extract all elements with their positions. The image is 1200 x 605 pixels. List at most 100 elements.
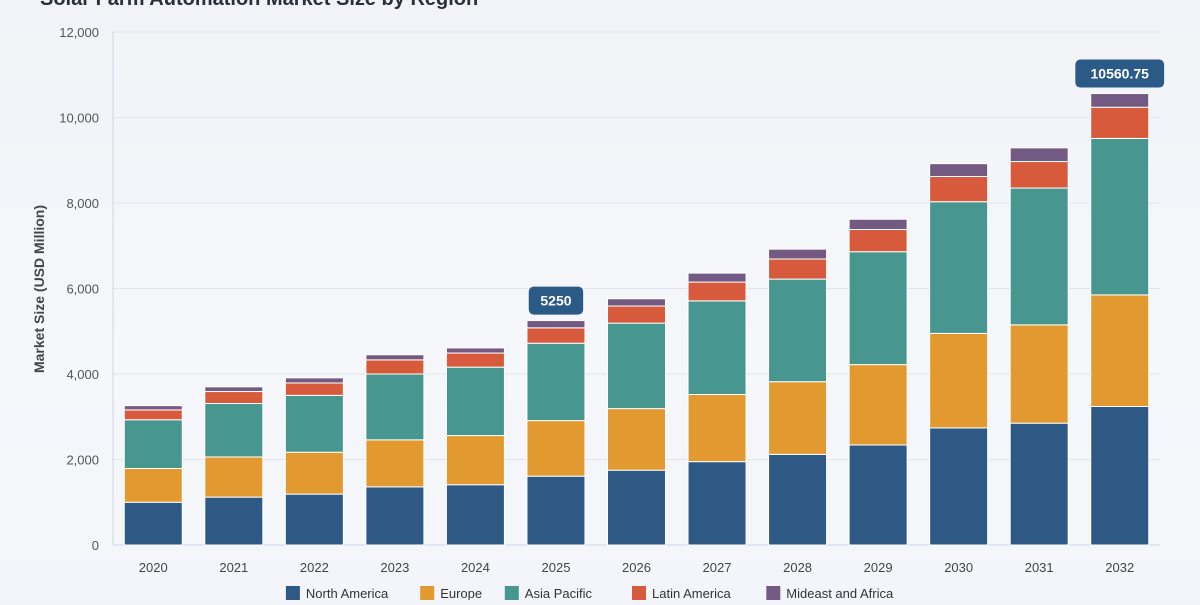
bar-segment-asia-pacific-2031 xyxy=(1009,187,1069,326)
x-tick-label: 2028 xyxy=(783,560,812,575)
bar-segment-north-america-2022 xyxy=(284,493,344,546)
x-tick-label: 2032 xyxy=(1105,560,1134,575)
x-tick-label: 2022 xyxy=(300,560,329,575)
bar-segment-north-america-2021 xyxy=(204,496,264,546)
bar-segment-north-america-2030 xyxy=(929,427,989,546)
annotation-box xyxy=(528,286,584,315)
bar-segment-latin-america-2031 xyxy=(1009,161,1069,189)
x-tick-label: 2023 xyxy=(380,560,409,575)
legend-item-north-america: North America xyxy=(285,586,389,601)
bar-segment-latin-america-2020 xyxy=(123,409,183,421)
bar-segment-north-america-2020 xyxy=(123,501,183,546)
annotation-callout: 10560.75 xyxy=(1075,59,1165,88)
bar-segment-north-america-2027 xyxy=(687,461,747,546)
x-tick-label: 2031 xyxy=(1025,560,1054,575)
x-tick-label: 2020 xyxy=(139,560,168,575)
x-tick-label: 2030 xyxy=(944,560,973,575)
bar-segment-latin-america-2030 xyxy=(929,175,989,203)
bar-segment-europe-2030 xyxy=(929,332,989,429)
legend-item-europe: Europe xyxy=(420,586,482,601)
bar-segment-europe-2029 xyxy=(848,364,908,446)
legend-swatch xyxy=(632,586,646,600)
annotation-callout: 5250 xyxy=(528,286,584,315)
bar-segment-asia-pacific-2022 xyxy=(284,394,344,453)
bar-segment-asia-pacific-2032 xyxy=(1090,137,1150,296)
bar-segment-mideast-and-africa-2028 xyxy=(768,248,828,260)
x-tick-labels: 2020 2021 2022 2023 2024 2025 2026 2027 2028 2029… xyxy=(139,560,1134,575)
legend-swatch xyxy=(504,586,519,600)
bar-segment-mideast-and-africa-2027 xyxy=(687,272,747,283)
bar-segment-europe-2032 xyxy=(1090,294,1150,407)
bar-segment-latin-america-2022 xyxy=(284,382,344,396)
legend-label: Europe xyxy=(440,586,482,600)
y-tick-label: 4,000 xyxy=(66,367,99,382)
bar-segment-asia-pacific-2028 xyxy=(768,278,828,383)
annotation-box xyxy=(1075,59,1165,88)
bar-segment-latin-america-2026 xyxy=(607,305,666,324)
bar-segment-europe-2028 xyxy=(768,381,828,455)
legend-swatch xyxy=(285,586,300,600)
legend-label: North America xyxy=(306,586,389,600)
legend-item-asia-pacific: Asia Pacific xyxy=(504,586,593,601)
annotation-label: 5250 xyxy=(540,293,571,309)
legend-swatch xyxy=(766,586,781,600)
bar-segment-asia-pacific-2021 xyxy=(204,402,264,458)
legend-item-latin-america: Latin America xyxy=(632,586,732,601)
x-tick-label: 2026 xyxy=(622,560,651,575)
bar-segment-europe-2020 xyxy=(123,467,183,503)
bar-segment-europe-2025 xyxy=(526,420,586,477)
bar-segment-mideast-and-africa-2020 xyxy=(123,405,183,411)
bar-segment-north-america-2031 xyxy=(1009,422,1069,546)
x-tick-label: 2021 xyxy=(219,560,248,575)
bar-segment-latin-america-2029 xyxy=(848,229,908,253)
bar-segment-mideast-and-africa-2021 xyxy=(204,386,264,393)
bar-segment-north-america-2026 xyxy=(607,469,666,546)
y-tick-label: 0 xyxy=(92,538,99,553)
bar-segment-europe-2026 xyxy=(607,408,666,471)
bar-segment-latin-america-2023 xyxy=(365,359,425,375)
legend-swatch xyxy=(420,586,435,600)
bar-segment-europe-2023 xyxy=(365,439,425,488)
legend-label: Latin America xyxy=(652,586,732,600)
bar-segment-mideast-and-africa-2029 xyxy=(848,218,908,231)
bar-segment-europe-2022 xyxy=(284,451,344,495)
bar-segment-latin-america-2028 xyxy=(768,258,828,280)
bar-segment-mideast-and-africa-2024 xyxy=(445,347,505,354)
bar-segment-europe-2021 xyxy=(204,456,264,498)
x-tick-label: 2025 xyxy=(542,560,571,575)
legend-label: Asia Pacific xyxy=(525,586,593,600)
bar-segment-north-america-2023 xyxy=(365,486,425,546)
bar-segment-north-america-2032 xyxy=(1090,405,1150,546)
bar-segment-asia-pacific-2024 xyxy=(445,366,505,437)
bar-segment-asia-pacific-2020 xyxy=(123,419,183,469)
bar-segment-mideast-and-africa-2025 xyxy=(526,320,586,329)
chart-title: Solar Farm Automation Market Size by Reg… xyxy=(40,0,478,10)
bar-segment-asia-pacific-2026 xyxy=(607,322,666,410)
bar-segment-europe-2027 xyxy=(687,394,747,463)
bar-segment-north-america-2025 xyxy=(526,475,586,546)
y-axis-label: Market Size (USD Million) xyxy=(31,205,47,373)
bar-segment-europe-2024 xyxy=(445,435,505,486)
y-tick-label: 8,000 xyxy=(66,196,99,211)
bar-segment-mideast-and-africa-2031 xyxy=(1009,147,1069,163)
bar-segment-latin-america-2021 xyxy=(204,391,264,404)
bar-segment-asia-pacific-2025 xyxy=(526,342,586,422)
y-tick-label: 12,000 xyxy=(59,25,99,40)
x-tick-label: 2024 xyxy=(461,560,490,575)
legend-label: Mideast and Africa xyxy=(786,586,894,600)
bar-segment-latin-america-2025 xyxy=(526,327,586,344)
bar-segment-asia-pacific-2030 xyxy=(929,201,989,334)
bars xyxy=(123,93,1150,546)
legend: North America Europe Asia Pacific Latin Ame… xyxy=(285,586,894,601)
bar-segment-asia-pacific-2029 xyxy=(848,251,908,366)
bar-segment-north-america-2024 xyxy=(445,484,505,546)
bar-segment-asia-pacific-2023 xyxy=(365,373,425,441)
annotation-label: 10560.75 xyxy=(1091,66,1150,82)
y-tick-labels: 0 2,000 4,000 6,000 8,000 10,000 12,000 xyxy=(59,25,99,553)
y-tick-label: 2,000 xyxy=(66,453,99,468)
y-tick-label: 10,000 xyxy=(59,111,99,126)
bar-segment-mideast-and-africa-2032 xyxy=(1090,93,1150,108)
x-tick-label: 2029 xyxy=(864,560,893,575)
